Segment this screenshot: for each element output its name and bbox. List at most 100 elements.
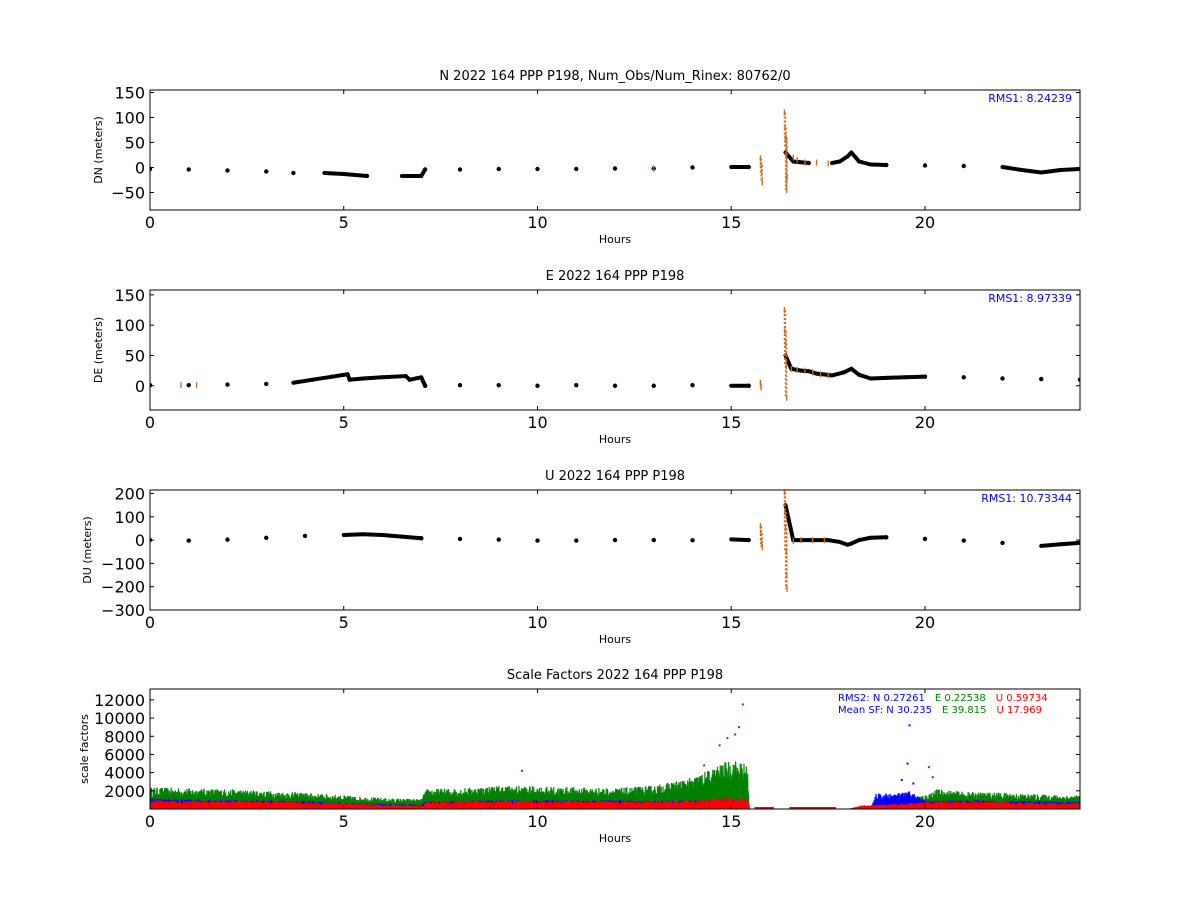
data-point [800,537,802,544]
data-point [574,382,579,388]
y-axis-label: DE (meters) [92,317,105,383]
data-point [264,381,269,387]
data-point [1000,540,1005,546]
data-point [746,164,751,170]
data-trace-segment [884,375,908,380]
data-point [1077,540,1080,546]
data-point [496,382,501,388]
data-point [225,537,230,542]
x-tick-label: 5 [339,213,349,232]
data-point [922,374,928,379]
data-point [792,154,794,161]
series-black [150,353,1080,388]
data-trace-segment [830,370,846,378]
y-tick-label: 0 [135,377,145,396]
y-tick-label: 100 [114,316,145,335]
data-point [1039,376,1044,382]
data-point [186,538,191,543]
x-tick-label: 0 [145,213,155,232]
x-tick-label: 5 [339,413,349,432]
data-point [302,533,308,539]
axes-frame [149,289,1081,411]
data-trace-segment [322,171,346,176]
data-point [422,167,428,172]
data-point [884,162,889,168]
y-tick-label: 50 [125,346,145,365]
x-axis-label: Hours [599,233,631,246]
data-trace-segment [291,377,315,385]
data-point [225,168,230,173]
data-point [812,369,814,376]
data-point [180,382,182,389]
data-point [690,538,695,543]
x-tick-label: 10 [527,213,547,232]
data-point [264,535,269,540]
data-point [786,572,788,579]
data-point [651,383,656,388]
data-point [823,537,825,544]
data-trace-segment [341,172,369,178]
data-point [535,538,540,543]
data-trace-segment [729,537,751,543]
data-layer [150,703,1080,809]
data-point [922,536,928,542]
x-tick-label: 0 [145,413,155,432]
data-point [364,173,370,179]
x-tick-label: 20 [915,213,935,232]
series-orange [759,490,825,593]
data-point [496,166,501,172]
data-point [612,537,618,543]
data-point [815,159,818,166]
data-point [225,382,230,387]
y-tick-label: 150 [114,84,145,103]
panel-1: N 2022 164 PPP P198, Num_Obs/Num_Rinex: … [92,69,1081,246]
data-point [457,382,463,388]
data-layer [150,109,1080,193]
data-point [784,509,786,516]
panel-title: E 2022 164 PPP P198 [546,269,685,284]
x-tick-label: 0 [145,613,155,632]
chart-panels: N 2022 164 PPP P198, Num_Obs/Num_Rinex: … [78,69,1081,845]
series-orange [653,109,829,193]
data-trace-segment [783,503,796,543]
y-tick-label: 100 [114,109,145,128]
data-trace-segment [1000,165,1024,172]
y-axis-label: DU (meters) [81,516,94,583]
data-point [747,794,750,809]
data-point [653,165,655,172]
y-tick-label: −100 [101,554,145,573]
data-point [612,383,618,388]
data-point [922,163,928,168]
x-axis-label: Hours [599,433,631,446]
series-orange [180,307,829,401]
data-point [806,160,811,166]
series-black [150,150,1080,179]
data-point [651,537,656,543]
x-tick-label: 10 [527,613,547,632]
x-tick-label: 10 [527,413,547,432]
series-black [150,503,1080,548]
data-trace-segment [1058,540,1080,547]
data-trace-segment [1039,168,1063,175]
x-tick-label: 20 [915,613,935,632]
data-trace-segment [1039,542,1063,548]
data-trace-segment [310,374,335,382]
data-point [535,383,540,388]
rms-annotation: RMS1: 8.97339 [988,292,1072,305]
data-trace-segment [1058,167,1080,172]
data-point [746,383,751,388]
data-trace-segment [380,532,404,539]
data-point [422,383,428,388]
x-tick-label: 20 [915,413,935,432]
data-point [535,166,540,172]
y-tick-label: −50 [111,184,145,203]
data-trace-segment [857,372,873,381]
data-point [195,382,198,389]
data-layer [150,307,1080,401]
x-tick-label: 5 [339,613,349,632]
data-point [291,170,296,176]
axes-frame [149,89,1081,211]
data-layer [150,490,1080,593]
